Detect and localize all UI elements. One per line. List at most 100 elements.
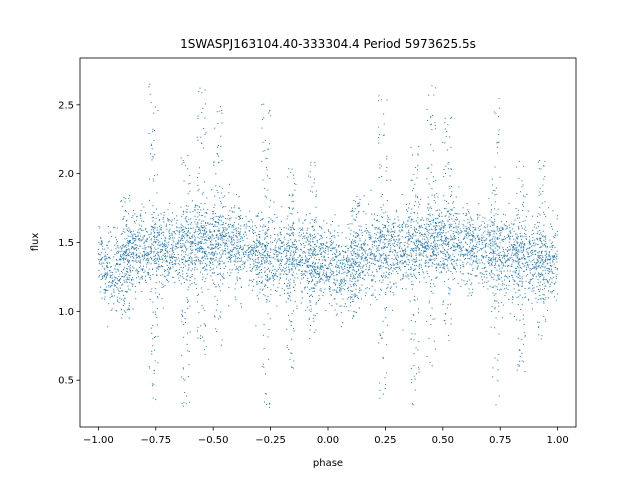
data-point [380, 260, 382, 262]
data-point [119, 279, 121, 281]
data-point [410, 218, 412, 220]
data-point [147, 252, 149, 254]
data-point [191, 235, 193, 237]
data-point [184, 233, 186, 235]
data-point [167, 270, 169, 272]
data-point [205, 221, 207, 223]
data-point [503, 258, 505, 260]
data-point [473, 261, 475, 263]
data-point [101, 258, 103, 260]
data-point [126, 237, 128, 239]
data-point [101, 240, 103, 242]
data-point [372, 280, 374, 282]
data-point [164, 253, 166, 255]
data-point [479, 214, 481, 216]
data-point [315, 302, 317, 304]
data-point [185, 247, 187, 249]
data-point [470, 218, 472, 220]
data-point [277, 254, 279, 256]
data-point [394, 239, 396, 241]
data-point [438, 264, 440, 266]
data-point [368, 266, 370, 268]
data-point [437, 209, 439, 211]
data-point [262, 258, 264, 260]
data-point [508, 265, 510, 267]
data-point [261, 262, 263, 264]
data-point [127, 291, 129, 293]
data-point [442, 251, 444, 253]
data-point [336, 291, 338, 293]
data-point [153, 252, 155, 254]
data-point [296, 246, 298, 248]
data-point [292, 242, 294, 244]
data-point [210, 237, 212, 239]
data-point [152, 220, 154, 222]
data-point [205, 252, 207, 254]
data-point [215, 247, 217, 249]
data-point [111, 283, 113, 285]
data-point [186, 235, 188, 237]
data-point [375, 245, 377, 247]
data-point [421, 254, 423, 256]
data-point [248, 229, 250, 231]
data-point [490, 251, 492, 253]
data-point [407, 268, 409, 270]
data-point [326, 273, 328, 275]
data-point [370, 252, 372, 254]
data-point [316, 254, 318, 256]
data-point [389, 218, 391, 220]
data-point [164, 255, 166, 257]
data-point [439, 265, 441, 267]
data-point [145, 282, 147, 284]
data-point [239, 278, 241, 280]
data-point [452, 215, 454, 217]
data-point [376, 255, 378, 257]
data-point [553, 263, 555, 265]
data-point [503, 223, 505, 225]
data-point [430, 248, 432, 250]
data-point [114, 279, 116, 281]
data-point [339, 263, 341, 265]
data-point [197, 247, 199, 249]
data-point [171, 255, 173, 257]
data-point [522, 257, 524, 259]
data-point [533, 242, 535, 244]
data-point [276, 254, 278, 256]
data-point [194, 254, 196, 256]
data-point [402, 229, 404, 231]
data-point [546, 246, 548, 248]
data-point [391, 251, 393, 253]
data-point [313, 275, 315, 277]
data-point [544, 285, 546, 287]
data-point [150, 229, 152, 231]
data-point [190, 223, 192, 225]
data-point [242, 234, 244, 236]
data-point [534, 267, 536, 269]
data-point [413, 275, 415, 277]
data-point [380, 267, 382, 269]
data-point [419, 232, 421, 233]
data-point [375, 241, 377, 243]
data-point [396, 259, 398, 261]
data-point [477, 265, 479, 267]
data-point [114, 276, 116, 278]
data-point [289, 268, 291, 270]
data-point [500, 229, 502, 231]
data-point [453, 207, 455, 209]
data-point [205, 253, 207, 255]
data-point [149, 274, 151, 276]
data-point [300, 272, 302, 274]
data-point [341, 267, 343, 269]
data-point [315, 272, 317, 274]
data-point [366, 287, 368, 289]
data-point [262, 229, 264, 231]
data-point [484, 227, 486, 229]
data-point [346, 266, 348, 268]
data-point [309, 294, 311, 296]
data-point [223, 250, 225, 252]
data-point [514, 267, 516, 269]
data-point [329, 249, 331, 251]
data-point [434, 258, 436, 260]
data-point [426, 262, 428, 264]
data-point [471, 282, 473, 284]
